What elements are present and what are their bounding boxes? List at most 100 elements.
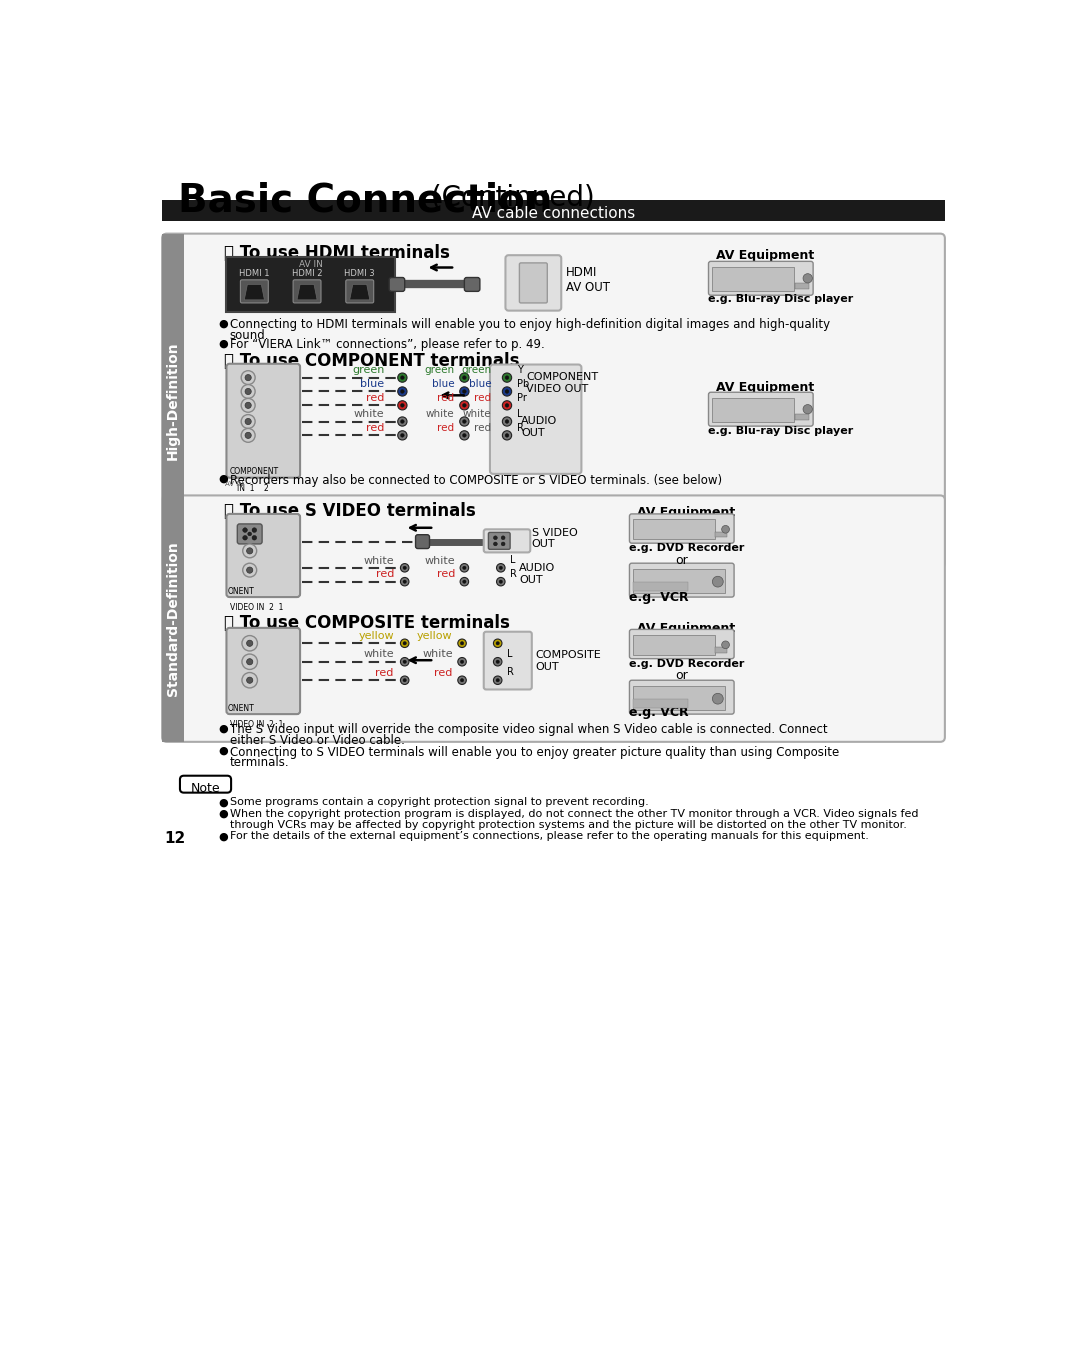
- Text: green: green: [424, 365, 455, 375]
- Text: L: L: [510, 555, 515, 564]
- Circle shape: [401, 657, 409, 667]
- Text: e.g. VCR: e.g. VCR: [630, 706, 689, 720]
- Text: Standard-Definition: Standard-Definition: [166, 541, 180, 696]
- Circle shape: [497, 578, 505, 586]
- Circle shape: [401, 578, 409, 586]
- Circle shape: [721, 641, 729, 649]
- Circle shape: [401, 639, 409, 647]
- FancyBboxPatch shape: [416, 534, 430, 548]
- Text: blue: blue: [469, 379, 491, 390]
- Circle shape: [401, 390, 404, 394]
- FancyBboxPatch shape: [488, 533, 510, 549]
- Circle shape: [721, 526, 729, 533]
- Circle shape: [494, 657, 502, 667]
- Circle shape: [494, 676, 502, 684]
- Circle shape: [246, 641, 253, 646]
- Circle shape: [462, 420, 467, 424]
- Text: IN  1    2: IN 1 2: [238, 484, 269, 493]
- Circle shape: [241, 384, 255, 398]
- Circle shape: [804, 274, 812, 284]
- Text: For the details of the external equipment’s connections, please refer to the ope: For the details of the external equipmen…: [230, 831, 868, 841]
- Circle shape: [502, 387, 512, 397]
- Text: e.g. DVD Recorder: e.g. DVD Recorder: [630, 544, 745, 553]
- Circle shape: [462, 376, 467, 379]
- Bar: [713, 267, 794, 292]
- Bar: [633, 686, 725, 710]
- Circle shape: [496, 679, 499, 682]
- Circle shape: [401, 676, 409, 684]
- Text: Connecting to HDMI terminals will enable you to enjoy high-definition digital im: Connecting to HDMI terminals will enable…: [230, 319, 829, 331]
- Circle shape: [401, 420, 404, 424]
- Text: Pb: Pb: [517, 379, 529, 390]
- FancyBboxPatch shape: [484, 631, 531, 690]
- Circle shape: [245, 375, 252, 380]
- Text: red: red: [366, 393, 384, 403]
- FancyBboxPatch shape: [708, 262, 813, 296]
- Bar: [633, 568, 725, 593]
- Text: HDMI
AV OUT: HDMI AV OUT: [566, 266, 610, 294]
- Circle shape: [502, 431, 512, 440]
- Text: Recorders may also be connected to COMPOSITE or S VIDEO terminals. (see below): Recorders may also be connected to COMPO…: [230, 474, 721, 487]
- Circle shape: [242, 672, 257, 688]
- Text: Connecting to S VIDEO terminals will enable you to enjoy greater picture quality: Connecting to S VIDEO terminals will ena…: [230, 746, 839, 759]
- Text: red: red: [376, 668, 394, 677]
- Circle shape: [243, 563, 257, 577]
- Text: AV Equipment: AV Equipment: [716, 249, 814, 262]
- Bar: [633, 699, 688, 707]
- FancyBboxPatch shape: [519, 263, 548, 303]
- Text: Ⓒ To use S VIDEO terminals: Ⓒ To use S VIDEO terminals: [225, 502, 476, 519]
- Text: ●: ●: [218, 724, 229, 733]
- Circle shape: [246, 567, 253, 574]
- FancyBboxPatch shape: [241, 279, 268, 303]
- Text: terminals.: terminals.: [230, 756, 289, 770]
- Text: R: R: [517, 423, 524, 433]
- Circle shape: [403, 660, 406, 664]
- Circle shape: [401, 403, 404, 408]
- FancyBboxPatch shape: [227, 514, 300, 597]
- FancyBboxPatch shape: [484, 529, 530, 552]
- Circle shape: [397, 431, 407, 440]
- FancyBboxPatch shape: [162, 233, 945, 568]
- FancyBboxPatch shape: [464, 278, 480, 292]
- Text: yellow: yellow: [417, 631, 453, 641]
- Circle shape: [397, 373, 407, 382]
- Text: green: green: [461, 365, 491, 375]
- Circle shape: [243, 544, 257, 557]
- Polygon shape: [350, 285, 369, 300]
- Text: (Continued): (Continued): [422, 184, 594, 211]
- Text: HDMI 3: HDMI 3: [345, 269, 375, 278]
- Text: white: white: [363, 649, 394, 660]
- Text: AV Equipment: AV Equipment: [716, 382, 814, 394]
- Circle shape: [247, 532, 252, 536]
- Circle shape: [462, 581, 467, 583]
- Circle shape: [401, 563, 409, 572]
- Text: e.g. Blu-ray Disc player: e.g. Blu-ray Disc player: [708, 294, 854, 304]
- Text: AV Equipment: AV Equipment: [637, 622, 735, 635]
- Text: e.g. VCR: e.g. VCR: [630, 592, 689, 604]
- FancyBboxPatch shape: [490, 364, 581, 474]
- Text: white: white: [424, 556, 455, 566]
- FancyBboxPatch shape: [293, 279, 321, 303]
- Text: AV Equipment: AV Equipment: [637, 506, 735, 519]
- FancyBboxPatch shape: [630, 630, 734, 658]
- Text: red: red: [436, 570, 455, 579]
- Text: The S Video input will override the composite video signal when S Video cable is: The S Video input will override the comp…: [230, 724, 827, 736]
- Circle shape: [502, 401, 512, 410]
- Circle shape: [242, 635, 257, 652]
- Bar: [227, 256, 395, 312]
- Circle shape: [462, 566, 467, 570]
- Text: ●: ●: [218, 338, 229, 349]
- FancyBboxPatch shape: [227, 628, 300, 714]
- Polygon shape: [297, 285, 318, 300]
- Text: Y: Y: [517, 365, 523, 375]
- Text: blue: blue: [361, 379, 384, 390]
- Text: When the copyright protection program is displayed, do not connect the other TV : When the copyright protection program is…: [230, 808, 918, 819]
- Text: COMPOSITE
OUT: COMPOSITE OUT: [535, 650, 600, 672]
- Text: VIDEO IN  2  1: VIDEO IN 2 1: [230, 604, 284, 612]
- Circle shape: [241, 371, 255, 384]
- Circle shape: [397, 417, 407, 427]
- Text: High-Definition: High-Definition: [166, 341, 180, 461]
- FancyBboxPatch shape: [708, 393, 813, 427]
- Circle shape: [243, 536, 247, 540]
- Polygon shape: [244, 285, 265, 300]
